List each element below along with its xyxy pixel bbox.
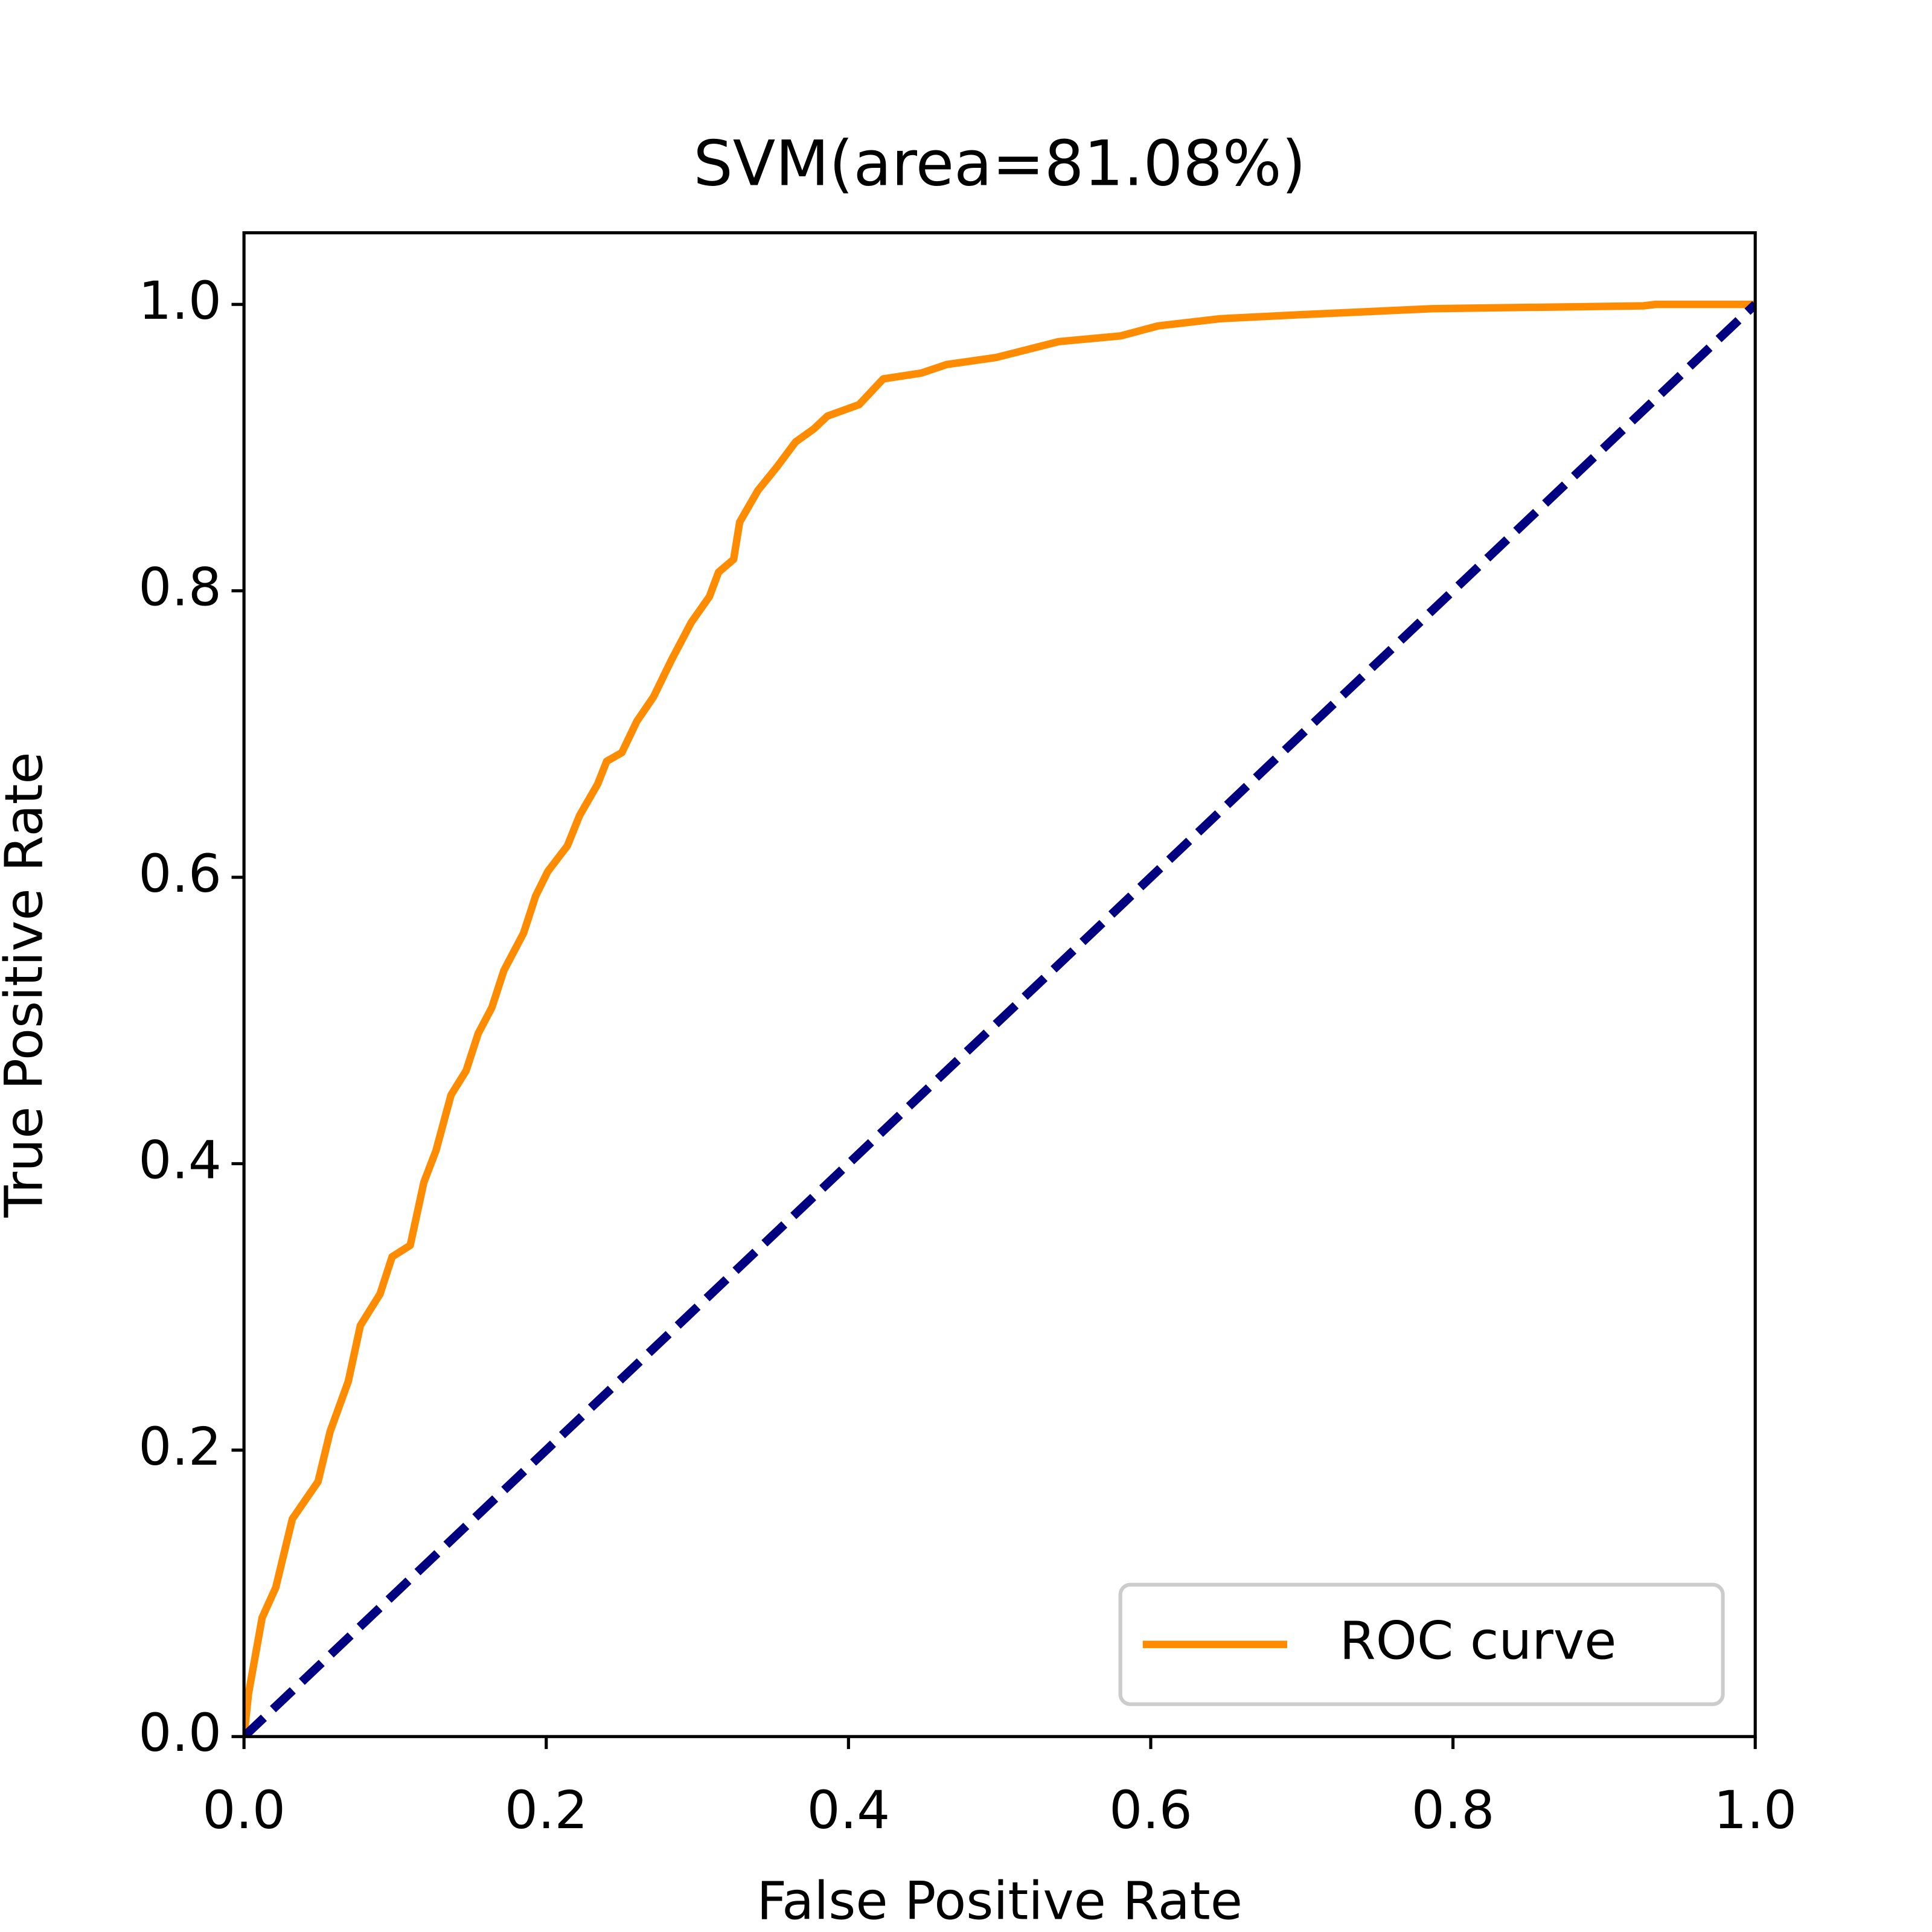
y-tick-label: 0.0 <box>138 1703 222 1764</box>
y-tick-label: 0.6 <box>138 844 222 904</box>
legend-box <box>1118 1582 1725 1706</box>
x-tick-label: 1.0 <box>1713 1780 1797 1841</box>
x-tick-label: 0.6 <box>1109 1780 1192 1841</box>
x-tick-label: 0.4 <box>807 1780 891 1841</box>
y-tick-label: 0.8 <box>138 558 222 618</box>
y-tick-label: 1.0 <box>138 271 222 331</box>
x-tick-label: 0.0 <box>202 1780 286 1841</box>
y-axis-label: True Positive Rate <box>0 752 54 1218</box>
plot-frame <box>242 231 1757 1738</box>
x-tick-label: 0.2 <box>505 1780 588 1841</box>
y-tick-label: 0.2 <box>138 1417 222 1477</box>
x-tick-label: 0.8 <box>1412 1780 1495 1841</box>
y-tick-label: 0.4 <box>138 1130 222 1191</box>
line <box>244 301 1756 1737</box>
chart-title: SVM(area=81.08%) <box>693 128 1306 200</box>
line <box>244 300 1756 1737</box>
x-axis-label: False Positive Rate <box>756 1872 1243 1932</box>
legend-label: ROC curve <box>1340 1611 1617 1672</box>
